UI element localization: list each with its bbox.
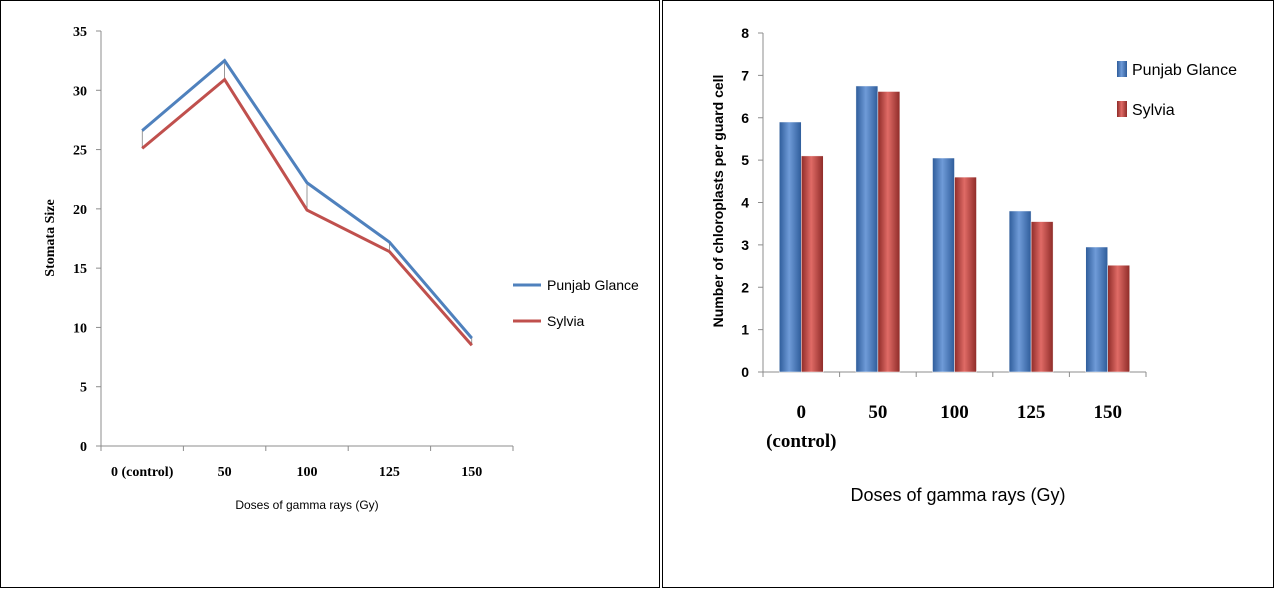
- x-axis-title: Doses of gamma rays (Gy): [850, 485, 1065, 505]
- x-tick-label: 150: [1093, 402, 1122, 423]
- chloroplast-chart-panel: 0 1 2 3 4 5 6 7 8 0 (control) 50 100 125 150 Number of …: [662, 0, 1274, 588]
- legend-label: Punjab Glance: [547, 277, 639, 293]
- y-tick-label: 0: [741, 364, 749, 380]
- legend-label: Punjab Glance: [1132, 62, 1237, 79]
- y-tick-label: 5: [741, 152, 749, 168]
- y-tick-label: 6: [741, 110, 749, 126]
- legend-label: Sylvia: [547, 313, 585, 329]
- x-tick-label: 125: [1017, 402, 1046, 423]
- x-tick-label-line: 100: [940, 402, 969, 423]
- y-tick-label: 4: [741, 195, 749, 211]
- bar-punjab-glance: [856, 86, 878, 372]
- x-tick-label: 100: [940, 402, 969, 423]
- stomata-size-chart-panel: 0 5 10 15 20 25 30 35 0 (control) 50 100 125 150 Stom…: [0, 0, 660, 588]
- legend-label: Sylvia: [1132, 102, 1175, 119]
- y-tick-label: 30: [73, 84, 87, 99]
- x-tick-label: 50: [218, 465, 232, 480]
- bar-sylvia: [1031, 222, 1053, 372]
- chloroplast-bar-chart: 0 1 2 3 4 5 6 7 8 0 (control) 50 100 125 150 Number of …: [663, 1, 1274, 589]
- bar-sylvia: [1108, 265, 1130, 372]
- y-tick-label: 25: [73, 144, 87, 159]
- legend-swatch: [1117, 61, 1127, 77]
- series-line-sylvia: [142, 80, 472, 346]
- x-tick-label: 50: [868, 402, 887, 423]
- x-tick-label-line: (control): [766, 431, 836, 452]
- bar-sylvia: [955, 177, 977, 372]
- x-tick-label-line: 150: [1093, 402, 1122, 423]
- y-tick-label: 10: [73, 321, 87, 336]
- bar-punjab-glance: [1009, 211, 1031, 372]
- x-tick-label: 0 (control): [111, 465, 174, 480]
- x-axis-title: Doses of gamma rays (Gy): [235, 498, 378, 512]
- y-tick-label: 35: [73, 25, 87, 40]
- bar-punjab-glance: [1086, 247, 1108, 372]
- bar-punjab-glance: [933, 158, 955, 372]
- stomata-size-line-chart: 0 5 10 15 20 25 30 35 0 (control) 50 100 125 150 Stom…: [1, 1, 661, 589]
- bar-sylvia: [878, 91, 900, 372]
- y-tick-label: 8: [741, 25, 749, 41]
- x-tick-label: 125: [379, 465, 400, 480]
- y-tick-label: 0: [80, 440, 87, 455]
- y-tick-label: 1: [741, 322, 749, 338]
- x-tick-label-line: 125: [1017, 402, 1046, 423]
- y-tick-label: 5: [80, 381, 87, 396]
- bar-punjab-glance: [779, 122, 801, 372]
- y-tick-label: 3: [741, 237, 749, 253]
- y-tick-label: 15: [73, 262, 87, 277]
- x-tick-label: 100: [297, 465, 318, 480]
- y-axis-title: Number of chloroplasts per guard cell: [710, 75, 726, 328]
- bar-sylvia: [801, 156, 823, 372]
- x-tick-label: 0 (control): [766, 402, 836, 452]
- legend-swatch: [1117, 101, 1127, 117]
- x-tick-label-line: 0: [797, 402, 807, 423]
- y-tick-label: 2: [741, 279, 749, 295]
- y-tick-label: 7: [741, 67, 749, 83]
- x-tick-label: 150: [461, 465, 482, 480]
- y-axis-title: Stomata Size: [43, 199, 58, 276]
- y-tick-label: 20: [73, 203, 87, 218]
- x-tick-label-line: 50: [868, 402, 887, 423]
